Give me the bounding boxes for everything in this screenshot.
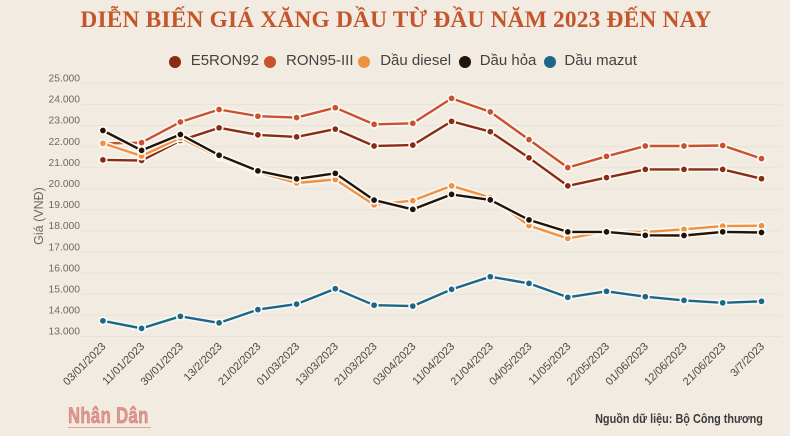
svg-text:15.000: 15.000 bbox=[49, 285, 81, 296]
svg-text:22.000: 22.000 bbox=[49, 137, 81, 148]
svg-text:19.000: 19.000 bbox=[49, 200, 81, 211]
svg-text:23.000: 23.000 bbox=[49, 116, 81, 127]
svg-text:24.000: 24.000 bbox=[49, 95, 81, 106]
svg-text:25.000: 25.000 bbox=[49, 74, 81, 85]
svg-text:16.000: 16.000 bbox=[49, 263, 81, 274]
svg-text:20.000: 20.000 bbox=[49, 179, 81, 190]
svg-text:18.000: 18.000 bbox=[49, 221, 81, 232]
svg-text:14.000: 14.000 bbox=[49, 306, 81, 317]
svg-text:17.000: 17.000 bbox=[49, 242, 81, 253]
svg-text:13.000: 13.000 bbox=[49, 327, 81, 338]
svg-text:21.000: 21.000 bbox=[49, 158, 81, 169]
svg-text:3/7/2023: 3/7/2023 bbox=[728, 341, 767, 380]
